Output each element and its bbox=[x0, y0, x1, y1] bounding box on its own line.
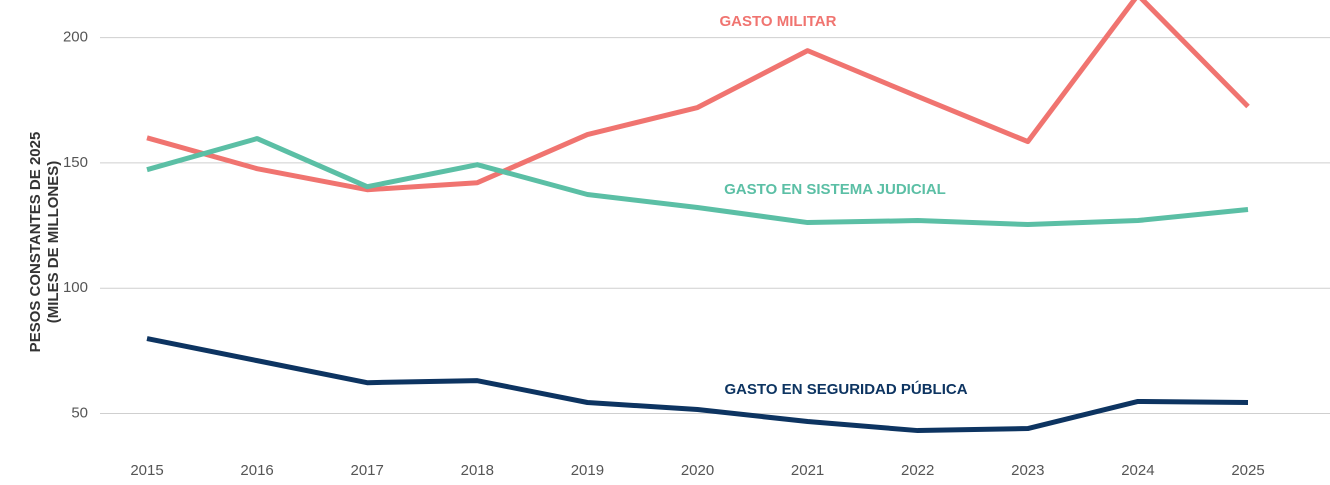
x-tick-label: 2023 bbox=[1011, 462, 1044, 479]
x-tick-label: 2022 bbox=[901, 462, 934, 479]
x-tick-label: 2018 bbox=[461, 462, 494, 479]
y-tick-label: 50 bbox=[71, 404, 88, 421]
series-label: GASTO EN SISTEMA JUDICIAL bbox=[724, 181, 946, 198]
x-tick-label: 2025 bbox=[1231, 462, 1264, 479]
series-line bbox=[146, 336, 1249, 434]
x-tick-label: 2019 bbox=[571, 462, 604, 479]
y-tick-label: 150 bbox=[63, 154, 88, 171]
x-tick-label: 2021 bbox=[791, 462, 824, 479]
series-line bbox=[146, 136, 1249, 228]
grid bbox=[100, 37, 1330, 415]
series-label: GASTO EN SEGURIDAD PÚBLICA bbox=[724, 380, 967, 398]
series-label: GASTO MILITAR bbox=[720, 13, 837, 30]
x-tick-label: 2017 bbox=[351, 462, 384, 479]
y-tick-label: 100 bbox=[63, 279, 88, 296]
y-axis-label: PESOS CONSTANTES DE 2025 bbox=[27, 132, 44, 353]
series-line bbox=[146, 0, 1250, 193]
x-tick-label: 2015 bbox=[130, 462, 163, 479]
lines bbox=[146, 0, 1250, 434]
x-tick-label: 2024 bbox=[1121, 462, 1154, 479]
y-axis-label: (MILES DE MILLONES) bbox=[45, 161, 62, 324]
y-tick-label: 200 bbox=[63, 29, 88, 46]
x-tick-label: 2020 bbox=[681, 462, 714, 479]
x-tick-label: 2016 bbox=[240, 462, 273, 479]
